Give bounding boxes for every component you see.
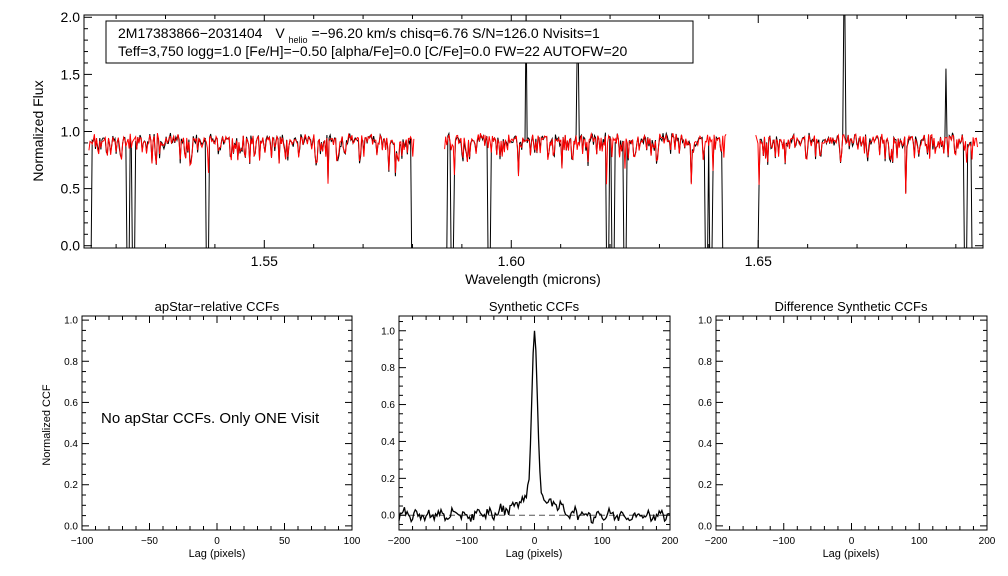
spectrum-tick-labels: 1.55 1.60 1.65 0.0 0.5 1.0 1.5 2.0 [61,9,773,269]
spectrum-data-layer [88,15,978,248]
apstar-ccf-ytick-label: 0.2 [64,480,78,491]
spectrum-ytick-label: 1.5 [61,66,81,82]
difference-ccf-xtick-label: −200 [705,536,728,547]
spectrum-x-axis-label: Wavelength (microns) [465,271,601,287]
difference-ccf-xtick-label: −100 [772,536,795,547]
synthetic-ccf-line [398,330,671,524]
synthetic-ccf-ytick-label: 1.0 [381,326,395,337]
spectrum-ytick-label: 0.5 [61,181,81,197]
synthetic-ccf-title: Synthetic CCFs [489,299,580,314]
synthetic-ccf-xtick-label: 200 [662,536,679,547]
difference-ccf-ytick-label: 0.4 [698,439,712,450]
synthetic-ccf-xtick-label: 0 [532,536,538,547]
annotation-line-2: Teff=3,750 logg=1.0 [Fe/H]=−0.50 [alpha/… [118,43,627,59]
apstar-ccf-xtick-label: −50 [141,536,158,547]
model-spectrum-line [444,131,727,185]
difference-ccf-panel: Difference Synthetic CCFs −200 −100 0 100 20… [698,299,996,560]
synthetic-ccf-ticks [398,316,671,530]
difference-ccf-ytick-label: 1.0 [698,316,712,327]
synthetic-ccf-panel: Synthetic CCFs −200 −100 0 100 200 0.0 0.2 0.4 0… [381,299,679,560]
no-ccf-message: No apStar CCFs. Only ONE Visit [101,410,320,427]
spectrum-ytick-label: 1.0 [61,123,81,139]
annotation-v-symbol: V [275,25,285,41]
spectrum-ytick-label: 0.0 [61,238,81,254]
model-spectrum-line [88,132,415,184]
difference-ccf-ticks [715,316,988,530]
apstar-ccf-ytick-label: 0.0 [64,521,78,532]
apstar-ccf-x-axis-label: Lag (pixels) [189,548,246,560]
difference-ccf-axes-frame [715,315,988,531]
apstar-ccf-xtick-label: 0 [214,536,220,547]
difference-ccf-ytick-label: 0.0 [698,521,712,532]
observed-spectrum-line [757,15,973,248]
synthetic-ccf-ytick-label: 0.8 [381,363,395,374]
synthetic-ccf-xtick-label: −100 [455,536,478,547]
annotation-line-1: 2M17383866−2031404 V helio =−96.20 km/s … [118,25,600,46]
synthetic-ccf-xtick-label: −200 [388,536,411,547]
apstar-ccf-xtick-label: −100 [71,536,94,547]
spectrum-xtick-label: 1.60 [498,253,525,269]
difference-ccf-title: Difference Synthetic CCFs [775,299,928,314]
synthetic-ccf-ytick-label: 0.2 [381,474,395,485]
spectrum-annotation-box: 2M17383866−2031404 V helio =−96.20 km/s … [105,20,694,64]
apstar-ccf-title: apStar−relative CCFs [155,299,280,314]
difference-ccf-ytick-label: 0.8 [698,357,712,368]
apstar-ccf-ytick-label: 1.0 [64,316,78,327]
spectrum-y-axis-label: Normalized Flux [30,80,46,181]
apstar-ccf-ytick-label: 0.6 [64,398,78,409]
observed-spectrum-line [90,132,413,248]
spectrum-xtick-label: 1.65 [745,253,772,269]
apstar-ccf-ytick-label: 0.8 [64,357,78,368]
apstar-ccf-xtick-label: 50 [279,536,291,547]
difference-ccf-ytick-label: 0.2 [698,480,712,491]
apstar-ccf-y-axis-label: Normalized CCF [41,384,53,466]
model-spectrum-line [755,133,978,194]
synthetic-ccf-x-axis-label: Lag (pixels) [506,548,563,560]
synthetic-ccf-ytick-label: 0.6 [381,400,395,411]
difference-ccf-xtick-label: 200 [979,536,996,547]
difference-ccf-xtick-label: 100 [911,536,928,547]
synthetic-ccf-ytick-label: 0.4 [381,437,395,448]
synthetic-ccf-axes-frame [398,315,671,531]
difference-ccf-x-axis-label: Lag (pixels) [823,548,880,560]
spectrum-panel: 1.55 1.60 1.65 0.0 0.5 1.0 1.5 2.0 Wavelength (… [30,9,984,287]
apstar-ccf-ytick-label: 0.4 [64,439,78,450]
apstar-ccf-ticks [81,316,353,530]
synthetic-ccf-ytick-label: 0.0 [381,511,395,522]
synthetic-ccf-data-layer [398,330,671,524]
synthetic-ccf-xtick-label: 100 [594,536,611,547]
synthetic-ccf-tick-labels: −200 −100 0 100 200 0.0 0.2 0.4 0.6 0.8 1.0 [381,326,679,547]
spectrum-xtick-label: 1.55 [251,253,278,269]
annotation-frame [105,20,694,64]
difference-ccf-tick-labels: −200 −100 0 100 200 0.0 0.2 0.4 0.6 0.8 1.0 [698,316,996,547]
apstar-ccf-xtick-label: 100 [344,536,361,547]
annotation-v-subscript: helio [289,35,308,45]
annotation-line-1-rest: =−96.20 km/s chisq=6.76 S/N=126.0 Nvisit… [311,25,600,41]
difference-ccf-xtick-label: 0 [849,536,855,547]
spectrum-ytick-label: 2.0 [61,9,81,25]
difference-ccf-ytick-label: 0.6 [698,398,712,409]
annotation-star-id: 2M17383866−2031404 [118,25,263,41]
apstar-ccf-tick-labels: −100 −50 0 50 100 0.0 0.2 0.4 0.6 0.8 1.0 [64,316,361,547]
apstar-ccf-panel: apStar−relative CCFs −100 −50 0 50 100 0.0 0.2… [41,299,361,560]
